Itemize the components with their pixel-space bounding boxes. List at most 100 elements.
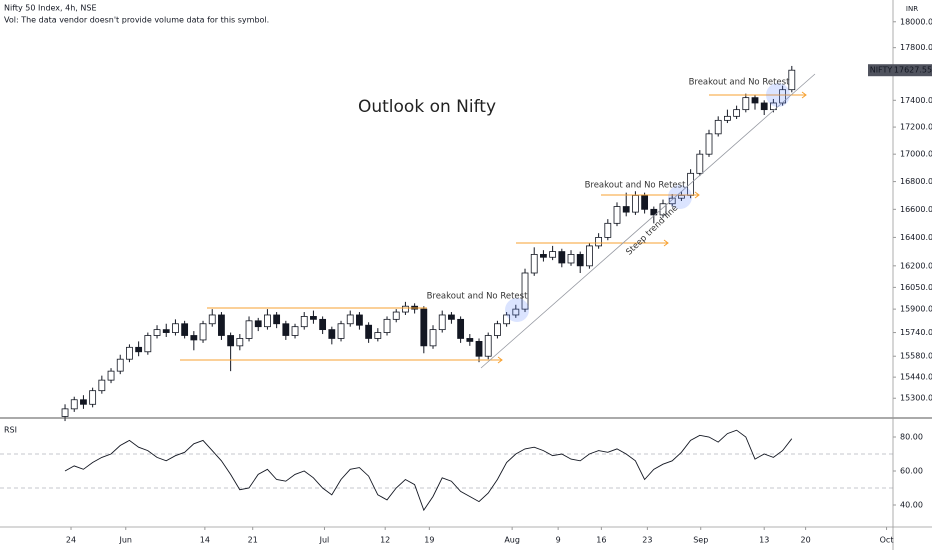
candle-body	[420, 308, 428, 347]
candle-body	[236, 338, 244, 347]
candle-body	[558, 251, 566, 264]
candle-body	[466, 338, 474, 342]
rsi-y-tick-label: 80.00	[900, 433, 923, 442]
price-tag	[894, 64, 932, 77]
trend-line	[480, 73, 816, 369]
y-tick-label: 15740.00	[900, 328, 932, 337]
candle-body	[374, 332, 382, 339]
chart-title: Outlook on Nifty	[358, 97, 496, 117]
y-tick-label: 15300.00	[900, 394, 932, 403]
x-tick-label: Oct	[880, 536, 894, 545]
candle-body	[429, 329, 437, 347]
candle-body	[392, 311, 400, 320]
plot-layer	[0, 65, 893, 512]
y-tick-label: 16050.00	[900, 283, 932, 292]
candle-body	[512, 308, 520, 316]
annotation: Breakout and No Retest	[585, 181, 687, 191]
candle-body	[172, 323, 179, 333]
x-tick-label: Sep	[693, 536, 708, 545]
candle-body	[227, 335, 235, 347]
candle-body	[153, 329, 161, 336]
candle-body	[521, 272, 529, 310]
x-tick-label: 24	[66, 536, 76, 545]
arrow-heads	[497, 91, 807, 364]
candle-body	[245, 320, 253, 339]
header: Nifty 50 Index, 4h, NSE	[4, 4, 97, 13]
candle-body	[641, 195, 649, 210]
candle-body	[567, 254, 575, 264]
candle-body	[107, 370, 115, 381]
candle-body	[282, 323, 290, 336]
candle-body	[144, 335, 152, 353]
candle-body	[300, 316, 308, 328]
candle-body	[457, 318, 465, 339]
y-tick-label: 16200.00	[900, 261, 932, 270]
candle-body	[319, 318, 327, 331]
candle-body	[346, 314, 354, 325]
symbol-tag	[868, 64, 894, 77]
x-tick-label: 20	[801, 536, 811, 545]
candle-body	[98, 379, 106, 392]
y-tick-label: 16800.00	[900, 177, 932, 186]
x-tick-label: 21	[248, 536, 258, 545]
y-tick-label: 15900.00	[900, 305, 932, 314]
symbol-tag-label: NIFTY	[870, 66, 893, 75]
rsi-y-tick-label: 40.00	[900, 501, 923, 510]
candle-body	[365, 324, 373, 339]
rsi-title: RSI	[4, 426, 17, 435]
candle-body	[383, 318, 391, 333]
candle-body	[503, 314, 511, 325]
candle-body	[788, 69, 796, 91]
candle-body	[291, 326, 299, 336]
candle-body	[586, 245, 593, 267]
arrow-head	[801, 91, 807, 99]
candle-body	[576, 254, 584, 267]
candle-body	[448, 314, 455, 320]
candle-body	[530, 254, 538, 274]
candle-body	[254, 320, 262, 328]
candle-body	[190, 335, 198, 341]
highlight-circle	[668, 185, 692, 209]
candle-body	[126, 346, 133, 360]
candle-body	[613, 206, 621, 224]
y-tick-label: 17400.00	[900, 96, 932, 105]
candle-body	[714, 119, 722, 135]
y-tick-label: 15580.00	[900, 352, 932, 361]
candle-body	[494, 323, 501, 336]
x-tick-label: 9	[556, 536, 561, 545]
x-tick-label: Jul	[319, 536, 330, 545]
candle-body	[162, 329, 170, 333]
candle-body	[650, 208, 658, 216]
candle-body	[724, 115, 731, 121]
candle-body	[742, 97, 750, 111]
candle-body	[310, 316, 317, 320]
candle-body	[135, 346, 143, 353]
candle-body	[668, 197, 676, 205]
candle-body	[181, 323, 189, 336]
candle-body	[337, 323, 345, 339]
candle-body	[760, 102, 768, 111]
y-tick-label: 18000.00	[900, 17, 932, 26]
y-tick-label: 17200.00	[900, 123, 932, 132]
note: Vol: The data vendor doesn't provide vol…	[4, 16, 269, 25]
candle-body	[632, 195, 639, 213]
candle-body	[89, 390, 97, 405]
candle-body	[264, 314, 271, 328]
y-tick-label: 16400.00	[900, 233, 932, 242]
candle-body	[733, 109, 741, 117]
price-tag-label: 17627.55	[894, 66, 932, 75]
candle-body	[751, 97, 759, 104]
candle-body	[475, 341, 483, 357]
candle-body	[273, 314, 281, 325]
candle-body	[328, 329, 336, 339]
candle-body	[770, 102, 777, 111]
x-tick-label: 23	[642, 536, 652, 545]
candle-body	[696, 153, 704, 174]
candle-body	[705, 133, 713, 155]
candle-body	[659, 203, 667, 216]
candle-body	[61, 408, 69, 417]
y-tick-label: 15440.00	[900, 373, 932, 382]
x-tick-label: 16	[596, 536, 606, 545]
